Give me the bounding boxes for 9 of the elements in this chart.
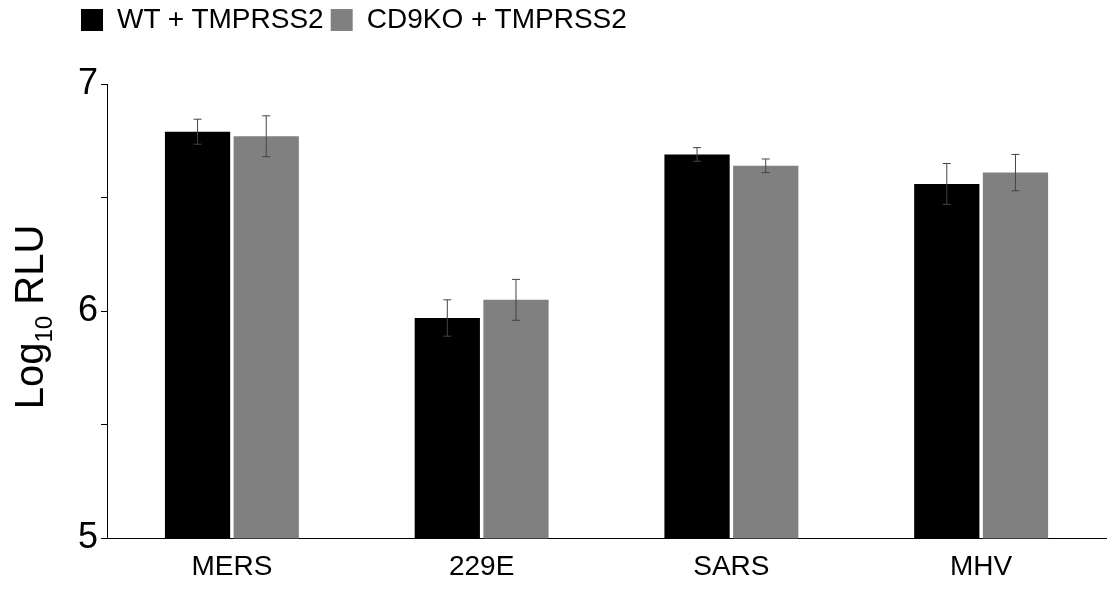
y-tick-label: 6 bbox=[77, 288, 99, 330]
legend-label: CD9KO + TMPRSS2 bbox=[366, 2, 627, 34]
x-tick-label: MERS bbox=[191, 549, 273, 581]
x-tick-label: MHV bbox=[950, 549, 1013, 581]
y-tick-label: 7 bbox=[77, 60, 99, 102]
x-tick-label: SARS bbox=[693, 549, 770, 581]
legend-label: WT + TMPRSS2 bbox=[117, 2, 324, 34]
y-tick-label: 5 bbox=[77, 515, 99, 557]
x-tick-label: 229E bbox=[448, 549, 515, 581]
